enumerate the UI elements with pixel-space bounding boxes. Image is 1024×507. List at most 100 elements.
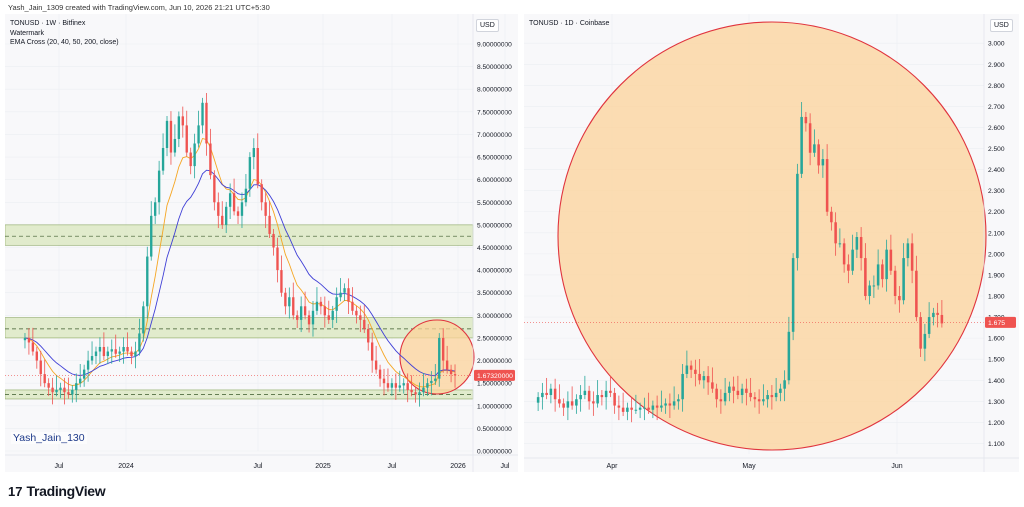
candle-body [315, 301, 319, 311]
last-price-tag [985, 316, 1016, 328]
candle-body [643, 407, 646, 409]
candle-body [787, 331, 791, 381]
y-axis-tick-label: 1.400 [988, 378, 1005, 385]
tradingview-footer: 17 TradingView [8, 482, 106, 500]
y-axis-tick-label: 2.00000000 [477, 358, 512, 365]
y-axis-tick-label: 2.900 [988, 62, 1005, 69]
candle-body [617, 405, 621, 408]
candle-body [157, 170, 161, 203]
candle-body [575, 399, 578, 406]
weekly-chart-pane[interactable]: 9.00000000 8.50000000 8.00000000 7.50000000… [5, 14, 518, 472]
x-axis-tick-label: Jun [891, 463, 902, 470]
x-axis-tick-label: Jul [254, 463, 263, 470]
candle-body [825, 159, 829, 212]
y-axis-tick-label: 1.800 [988, 294, 1005, 301]
candle-body [445, 360, 449, 370]
candle-body [217, 202, 220, 216]
candle-body [685, 365, 689, 374]
y-axis-tick-label: 3.00000000 [477, 313, 512, 320]
y-axis-tick-label: 2.300 [988, 188, 1005, 195]
candle-body [414, 392, 417, 395]
candle-body [426, 383, 429, 388]
candle-body [453, 374, 457, 376]
y-axis-tick-label: 2.000 [988, 251, 1005, 258]
candle-body [276, 247, 279, 271]
candle-body [570, 401, 574, 406]
candle-body [915, 270, 918, 318]
candle-body [39, 360, 42, 375]
currency-button[interactable]: USD [990, 19, 1013, 32]
candle-body [753, 397, 757, 400]
candle-body [260, 184, 263, 203]
daily-chart-pane[interactable]: 3.000 2.900 2.800 2.700 2.600 2.500 2.400 2.300… [524, 14, 1019, 472]
candle-body [438, 337, 441, 379]
candle-body [130, 351, 133, 357]
daily-chart-legend: TONUSD · 1D · Coinbase [529, 19, 609, 29]
candle-body [830, 211, 833, 223]
candle-body [638, 407, 642, 410]
candle-body [303, 306, 307, 316]
candle-body [855, 237, 859, 250]
weekly-chart-legend: TONUSD · 1W · Bitfinex Watermark EMA Cro… [10, 19, 119, 48]
candle-body [382, 378, 386, 384]
candle-body [181, 116, 184, 126]
x-axis-tick-label: Jul [55, 463, 64, 470]
candle-body [86, 360, 90, 370]
candle-body [689, 365, 693, 370]
y-axis-tick-label: 6.50000000 [477, 155, 512, 162]
candle-body [889, 249, 893, 271]
candle-body [35, 351, 38, 361]
candle-body [280, 270, 283, 293]
candle-body [256, 148, 259, 185]
candle-body [146, 256, 149, 307]
candle-body [672, 401, 676, 406]
legend-symbol-line: TONUSD · 1W · Bitfinex [10, 20, 86, 27]
candle-body [205, 102, 208, 144]
candle-body [651, 405, 655, 410]
y-axis-tick-label: 2.100 [988, 230, 1005, 237]
candle-body [630, 407, 633, 410]
y-axis-tick-label: 1.300 [988, 399, 1005, 406]
candle-body [813, 144, 816, 153]
y-axis-tick-label: 2.800 [988, 83, 1005, 90]
candle-body [126, 346, 129, 352]
candle-body [927, 317, 931, 334]
candle-body [749, 392, 752, 398]
candle-body [549, 388, 553, 396]
weekly-chart-svg[interactable]: 9.00000000 8.50000000 8.00000000 7.50000000… [5, 14, 518, 472]
candle-body [23, 337, 27, 341]
candle-body [719, 399, 723, 402]
candle-body [138, 333, 141, 352]
candle-body [177, 116, 181, 139]
y-axis-tick-label: 3.50000000 [477, 290, 512, 297]
candle-body [335, 297, 338, 311]
currency-button[interactable]: USD [476, 19, 499, 32]
candle-body [221, 215, 224, 225]
author-watermark: Yash_Jain_130 [11, 432, 87, 444]
candle-body [728, 386, 731, 393]
candle-body [378, 369, 382, 379]
y-axis-tick-label: 7.50000000 [477, 109, 512, 116]
support-resistance-zone [5, 224, 474, 246]
candle-body [264, 202, 267, 216]
y-axis-tick-label: 2.200 [988, 209, 1005, 216]
y-axis-tick-label: 2.600 [988, 125, 1005, 132]
candle-body [906, 243, 910, 259]
y-axis-tick-label: 8.50000000 [477, 64, 512, 71]
candle-body [868, 285, 871, 297]
y-axis-tick-label: 5.00000000 [477, 222, 512, 229]
legend-symbol-line: TONUSD · 1D · Coinbase [529, 20, 610, 27]
candle-body [745, 388, 748, 393]
candle-body [893, 270, 897, 297]
x-axis-tick-label: 2026 [450, 463, 466, 470]
candle-body [110, 349, 113, 352]
daily-chart-svg[interactable]: 3.000 2.900 2.800 2.700 2.600 2.500 2.400 2.300… [524, 14, 1019, 472]
candle-body [343, 288, 346, 293]
y-axis-tick-label: 1.50000000 [477, 381, 512, 388]
candle-body [225, 206, 228, 225]
candle-body [940, 314, 944, 324]
candle-body [910, 243, 914, 271]
candle-body [664, 403, 667, 406]
candle-body [102, 346, 106, 357]
candle-body [430, 380, 433, 384]
